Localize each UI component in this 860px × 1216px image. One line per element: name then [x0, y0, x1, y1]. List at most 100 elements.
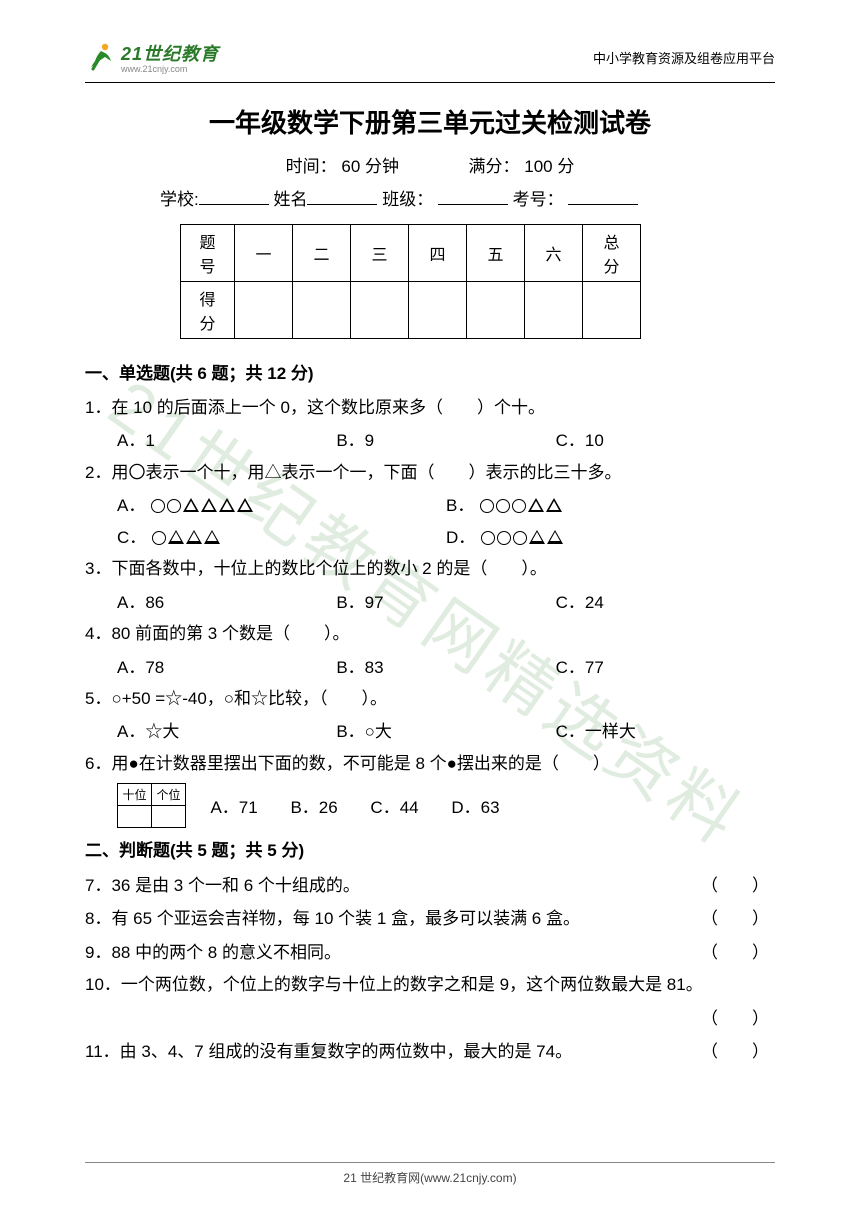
counter-col-label: 个位 [152, 784, 186, 806]
shapes-icon [151, 528, 221, 547]
q2-options-cd: C． D． [85, 522, 775, 553]
q6-row: 十位 个位 A．71 B．26 C．44 D．63 [85, 783, 775, 828]
question-7: 7．36 是由 3 个一和 6 个十组成的。 （ ） [85, 869, 775, 902]
answer-paren[interactable]: （ ） [701, 869, 775, 902]
runner-icon [85, 41, 117, 73]
school-label: 学校: [160, 190, 199, 209]
counter-col-label: 十位 [118, 784, 152, 806]
answer-paren[interactable]: （ ） [701, 936, 775, 969]
opt-label: A． [117, 496, 145, 515]
page-title: 一年级数学下册第三单元过关检测试卷 [85, 103, 775, 140]
option-a[interactable]: A． [117, 490, 446, 521]
q3-options: A．86 B．97 C．24 [85, 587, 775, 618]
col-header: 六 [525, 225, 583, 282]
question-6: 6．用●在计数器里摆出下面的数，不可能是 8 个●摆出来的是（ ） [85, 748, 775, 779]
name-blank[interactable] [307, 188, 377, 205]
table-row: 题号 一 二 三 四 五 六 总分 [181, 225, 641, 282]
question-text: 8．有 65 个亚运会吉祥物，每 10 个装 1 盒，最多可以装满 6 盒。 [85, 902, 580, 935]
option[interactable]: B．○大 [336, 716, 555, 747]
counter-cell [118, 806, 152, 828]
q2-options-ab: A． B． [85, 490, 775, 521]
row-label: 得分 [181, 282, 235, 339]
question-2: 2．用〇表示一个十，用△表示一个一，下面（ ）表示的比三十多。 [85, 457, 775, 488]
opt-label: D． [446, 528, 475, 547]
q1-options: A．1 B．9 C．10 [85, 425, 775, 456]
option-b[interactable]: B． [446, 490, 775, 521]
page-header: 21世纪教育 www.21cnjy.com 中小学教育资源及组卷应用平台 [85, 40, 775, 74]
q5-options: A．☆大 B．○大 C．一样大 [85, 716, 775, 747]
header-subtitle: 中小学教育资源及组卷应用平台 [593, 48, 775, 67]
col-header: 四 [409, 225, 467, 282]
logo-url: www.21cnjy.com [121, 64, 219, 74]
name-label: 姓名 [273, 190, 307, 209]
option[interactable]: C．44 [370, 798, 418, 817]
col-header: 五 [467, 225, 525, 282]
score-table: 题号 一 二 三 四 五 六 总分 得分 [180, 224, 641, 339]
option[interactable]: C．77 [556, 652, 775, 683]
col-header: 二 [293, 225, 351, 282]
table-row: 得分 [181, 282, 641, 339]
question-8: 8．有 65 个亚运会吉祥物，每 10 个装 1 盒，最多可以装满 6 盒。 （… [85, 902, 775, 935]
student-info-line: 学校: 姓名 班级： 考号： [85, 185, 775, 210]
opt-label: C． [117, 528, 146, 547]
option[interactable]: B．9 [336, 425, 555, 456]
question-3: 3．下面各数中，十位上的数比个位上的数小 2 的是（ ）。 [85, 553, 775, 584]
shapes-icon [150, 496, 254, 515]
question-text: 9．88 中的两个 8 的意义不相同。 [85, 936, 341, 969]
score-label: 满分： [469, 157, 520, 176]
question-10: 10．一个两位数，个位上的数字与十位上的数字之和是 9，这个两位数最大是 81。 [85, 969, 775, 1000]
header-divider [85, 82, 775, 83]
score-cell[interactable] [351, 282, 409, 339]
section-heading-1: 一、单选题(共 6 题；共 12 分) [85, 359, 775, 384]
option[interactable]: D．63 [451, 798, 499, 817]
option[interactable]: C．24 [556, 587, 775, 618]
score-cell[interactable] [235, 282, 293, 339]
class-label: 班级： [382, 190, 433, 209]
section-heading-2: 二、判断题(共 5 题；共 5 分) [85, 836, 775, 861]
time-label: 时间： [286, 157, 337, 176]
q4-options: A．78 B．83 C．77 [85, 652, 775, 683]
col-header: 一 [235, 225, 293, 282]
class-blank[interactable] [438, 188, 508, 205]
question-11: 11．由 3、4、7 组成的没有重复数字的两位数中，最大的是 74。 （ ） [85, 1035, 775, 1068]
page-content: 21世纪教育 www.21cnjy.com 中小学教育资源及组卷应用平台 一年级… [85, 40, 775, 1068]
exam-meta: 时间： 60 分钟 满分： 100 分 [85, 152, 775, 177]
answer-paren[interactable]: （ ） [701, 1035, 775, 1068]
option[interactable]: C．一样大 [556, 716, 775, 747]
q6-options: A．71 B．26 C．44 D．63 [210, 793, 527, 818]
answer-paren[interactable]: （ ） [701, 1002, 775, 1035]
shapes-icon [480, 528, 564, 547]
option[interactable]: B．97 [336, 587, 555, 618]
option[interactable]: A．86 [117, 587, 336, 618]
examno-label: 考号： [513, 190, 564, 209]
examno-blank[interactable] [568, 188, 638, 205]
score-value: 100 分 [524, 157, 574, 176]
question-text: 7．36 是由 3 个一和 6 个十组成的。 [85, 869, 360, 902]
score-cell[interactable] [467, 282, 525, 339]
logo-text: 21世纪教育 [121, 44, 219, 64]
col-header: 总分 [583, 225, 641, 282]
counter-icon: 十位 个位 [117, 783, 186, 828]
option[interactable]: A．☆大 [117, 716, 336, 747]
option[interactable]: C．10 [556, 425, 775, 456]
col-header: 三 [351, 225, 409, 282]
score-cell[interactable] [293, 282, 351, 339]
score-cell[interactable] [583, 282, 641, 339]
option-c[interactable]: C． [117, 522, 446, 553]
option[interactable]: B．83 [336, 652, 555, 683]
school-blank[interactable] [199, 188, 269, 205]
option[interactable]: A．1 [117, 425, 336, 456]
answer-paren[interactable]: （ ） [701, 902, 775, 935]
option-d[interactable]: D． [446, 522, 775, 553]
question-10-paren: （ ） [85, 1002, 775, 1035]
shapes-icon [479, 496, 563, 515]
option[interactable]: B．26 [290, 798, 337, 817]
question-9: 9．88 中的两个 8 的意义不相同。 （ ） [85, 936, 775, 969]
counter-cell [152, 806, 186, 828]
score-cell[interactable] [409, 282, 467, 339]
question-1: 1．在 10 的后面添上一个 0，这个数比原来多（ ）个十。 [85, 392, 775, 423]
option[interactable]: A．78 [117, 652, 336, 683]
question-4: 4．80 前面的第 3 个数是（ ）。 [85, 618, 775, 649]
option[interactable]: A．71 [210, 798, 257, 817]
score-cell[interactable] [525, 282, 583, 339]
